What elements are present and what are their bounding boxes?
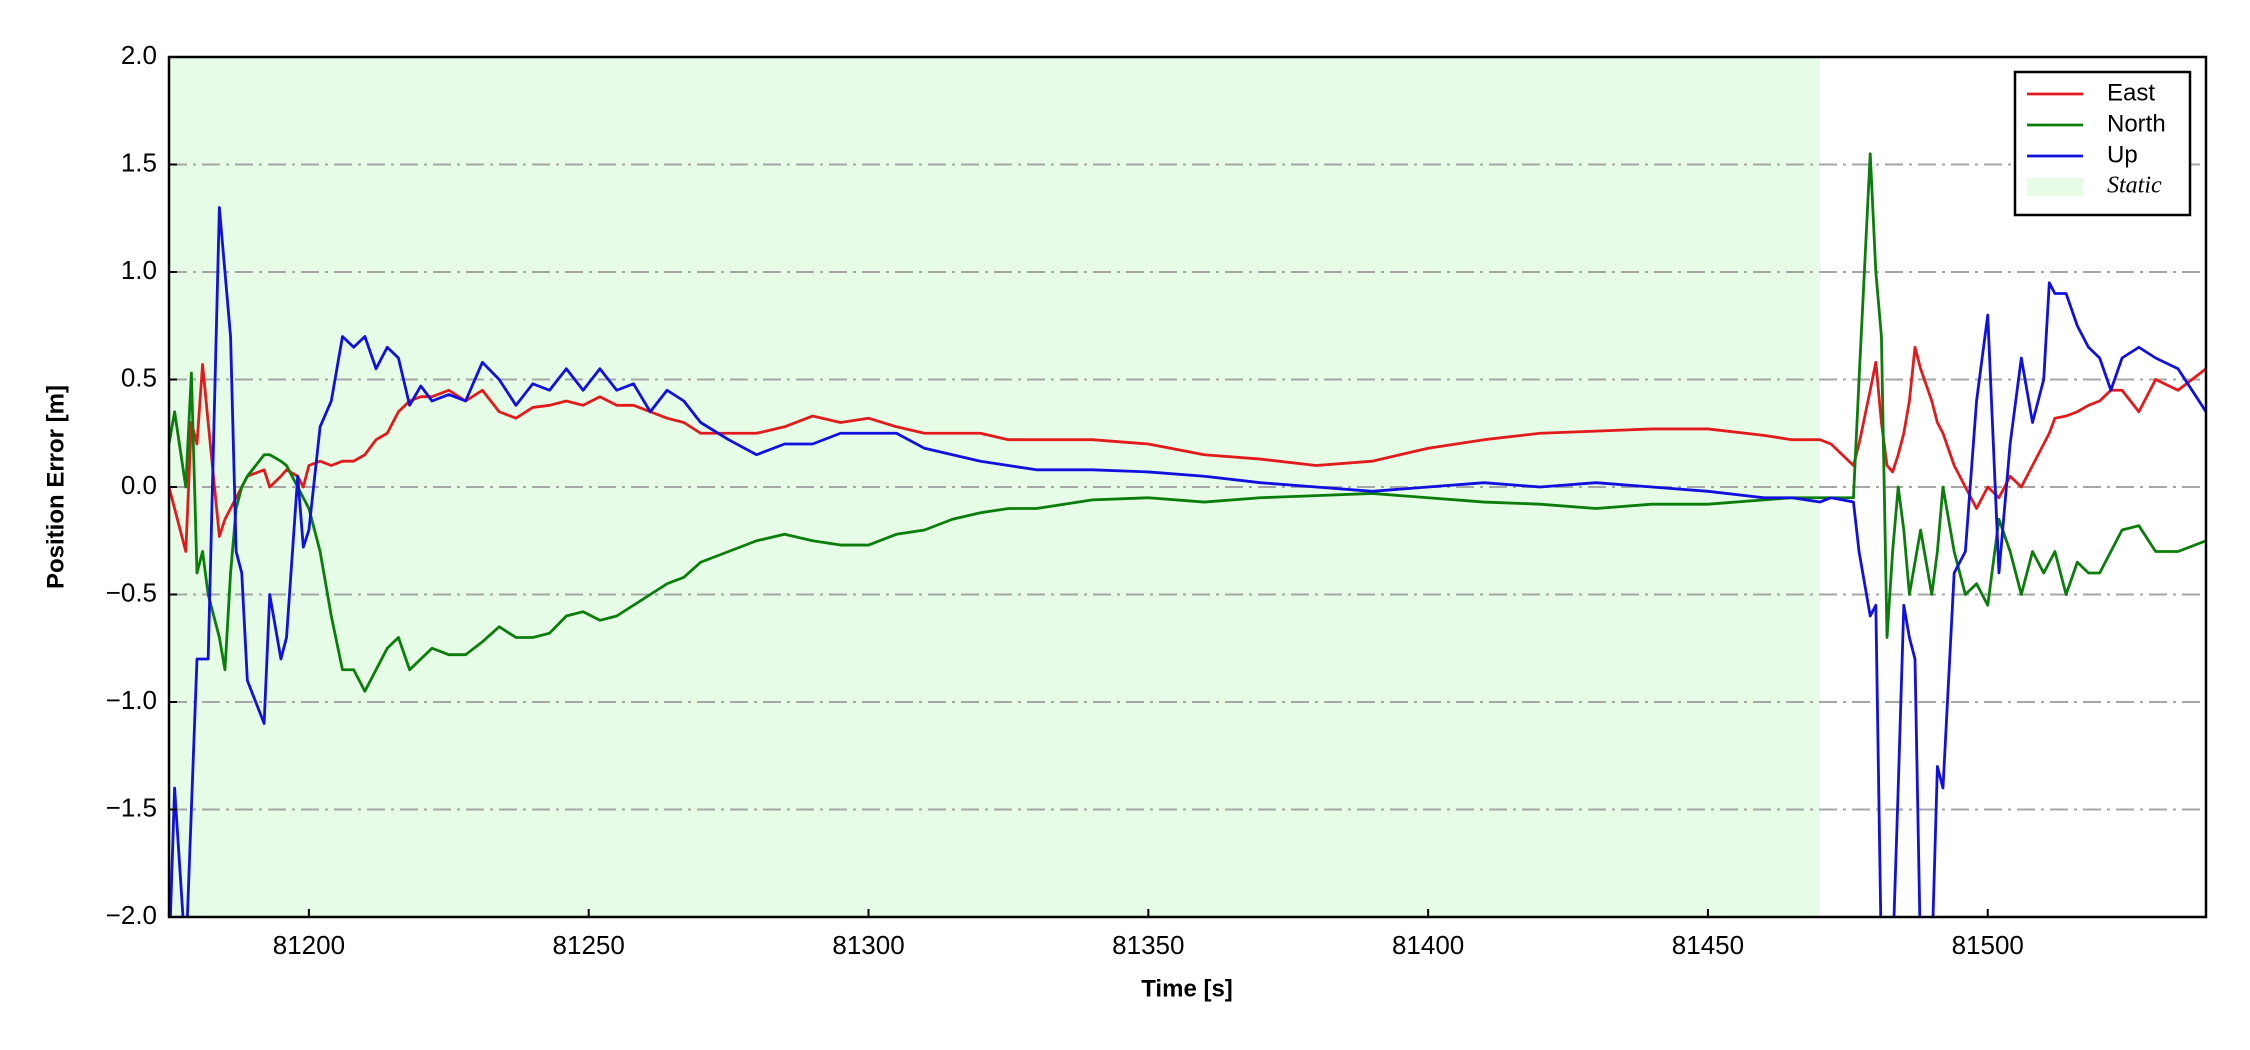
y-tick-label: −1.5 bbox=[106, 792, 157, 822]
y-tick-label: −1.0 bbox=[106, 685, 157, 715]
y-tick-label: −0.5 bbox=[106, 577, 157, 607]
series-line bbox=[169, 206, 2206, 917]
y-axis-label: Position Error [m] bbox=[42, 385, 69, 589]
legend-label: East bbox=[2107, 79, 2155, 106]
series-line bbox=[169, 152, 2206, 693]
line-layer bbox=[169, 152, 2206, 917]
x-tick-label: 81200 bbox=[273, 930, 345, 960]
y-tick-label: 2.0 bbox=[121, 40, 157, 70]
legend-label: Up bbox=[2107, 141, 2138, 168]
x-tick-label: 81500 bbox=[1952, 930, 2024, 960]
series-line bbox=[169, 345, 2206, 553]
y-tick-label: −2.0 bbox=[106, 900, 157, 930]
x-tick-label: 81350 bbox=[1112, 930, 1184, 960]
legend-swatch bbox=[2027, 178, 2083, 196]
x-tick-label: 81300 bbox=[832, 930, 904, 960]
y-tick-label: 0.5 bbox=[121, 362, 157, 392]
legend-label: North bbox=[2107, 110, 2166, 137]
x-tick-label: 81450 bbox=[1672, 930, 1744, 960]
x-axis-label: Time [s] bbox=[1141, 975, 1233, 1002]
x-tick-label: 81250 bbox=[553, 930, 625, 960]
y-tick-label: 0.0 bbox=[121, 470, 157, 500]
y-tick-label: 1.5 bbox=[121, 147, 157, 177]
x-tick-label: 81400 bbox=[1392, 930, 1464, 960]
tick-layer: −2.0 −1.5 −1.0 −0.5 0.0 0.5 1.0 1.5 2.0 81200 8125… bbox=[106, 40, 2024, 960]
legend-label: Static bbox=[2107, 173, 2162, 199]
legend: East North Up Static bbox=[2013, 70, 2192, 217]
y-tick-label: 1.0 bbox=[121, 255, 157, 285]
